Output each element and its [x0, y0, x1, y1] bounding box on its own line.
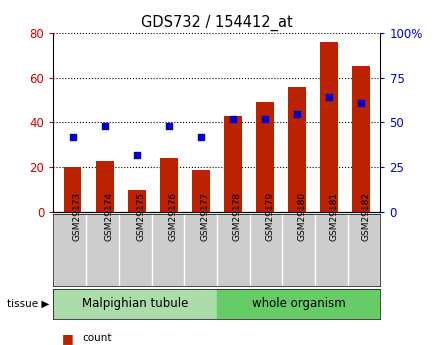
Bar [217, 289, 380, 319]
Point [326, 95, 333, 100]
Bar [256, 102, 274, 212]
Bar [53, 289, 217, 319]
Bar [160, 158, 178, 212]
Bar [288, 87, 306, 212]
Bar [192, 169, 210, 212]
Text: GSM29178: GSM29178 [233, 192, 242, 242]
Text: Malpighian tubule: Malpighian tubule [82, 297, 188, 310]
Point [101, 123, 108, 129]
Bar [96, 160, 113, 212]
Text: tissue ▶: tissue ▶ [7, 299, 49, 309]
Text: whole organism: whole organism [252, 297, 346, 310]
Text: ■: ■ [62, 332, 74, 345]
Point [165, 123, 172, 129]
Bar [352, 66, 370, 212]
Point [262, 116, 269, 122]
Text: GSM29175: GSM29175 [137, 192, 146, 242]
Text: GSM29176: GSM29176 [169, 192, 178, 242]
Bar [128, 190, 146, 212]
Text: GSM29179: GSM29179 [265, 192, 274, 242]
Bar [64, 167, 81, 212]
Bar [320, 42, 338, 212]
Title: GDS732 / 154412_at: GDS732 / 154412_at [141, 15, 293, 31]
Bar [224, 116, 242, 212]
Point [294, 111, 301, 116]
Point [197, 134, 204, 140]
Point [69, 134, 76, 140]
Point [133, 152, 140, 158]
Point [358, 100, 365, 106]
Point [230, 116, 237, 122]
Text: GSM29181: GSM29181 [329, 192, 338, 242]
Text: GSM29174: GSM29174 [105, 192, 114, 241]
Text: count: count [82, 333, 112, 343]
Text: GSM29180: GSM29180 [297, 192, 306, 242]
Text: GSM29177: GSM29177 [201, 192, 210, 242]
Text: GSM29182: GSM29182 [361, 192, 370, 241]
Text: GSM29173: GSM29173 [73, 192, 81, 242]
